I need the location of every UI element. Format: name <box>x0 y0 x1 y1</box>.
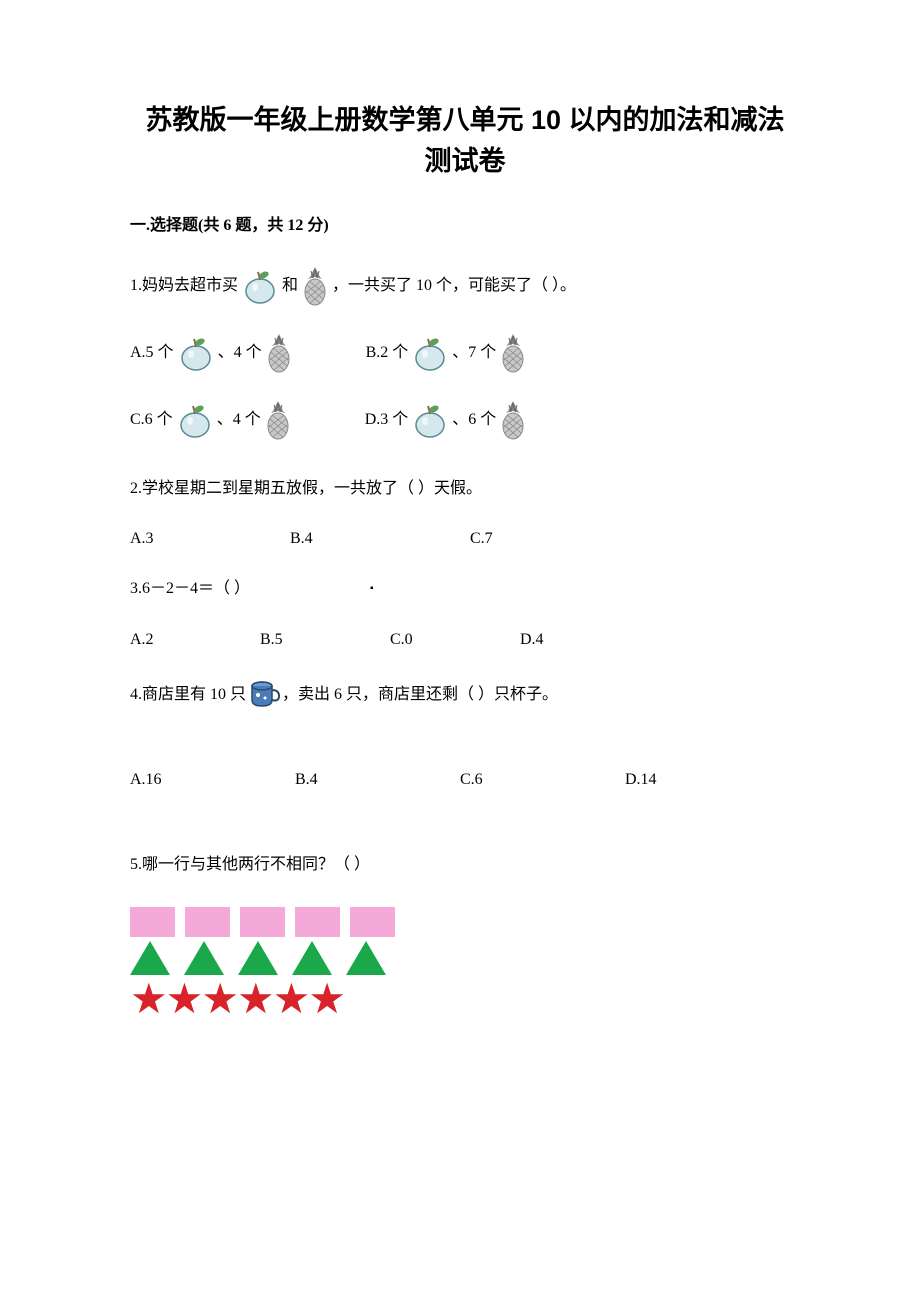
question-5: 5.哪一行与其他两行不相同？（ ） ★ ★ ★ ★ ★ ★ <box>130 847 800 1021</box>
pink-square <box>350 907 395 937</box>
question-1: 1.妈妈去超市买 和 ，一共买了 10 个，可能买了（ ）。 A.5 个 <box>130 265 800 441</box>
q2-stem: 2.学校星期二到星期五放假，一共放了（ ）天假。 <box>130 471 800 506</box>
shapes-figure: ★ ★ ★ ★ ★ ★ <box>130 907 800 1021</box>
q1-suffix: ，一共买了 10 个，可能买了（ ）。 <box>332 268 576 303</box>
green-triangle <box>292 941 332 975</box>
dot-marker: ▪ <box>370 578 378 600</box>
pink-square <box>240 907 285 937</box>
square-row <box>130 907 800 937</box>
opt-d-mid: 、6 个 <box>452 402 496 437</box>
q1-options-row2: C.6 个 、4 个 D.3 个 、6 个 <box>130 399 800 441</box>
q2-option-a: A.3 <box>130 521 290 556</box>
pineapple-icon <box>264 332 294 374</box>
apple-icon <box>176 334 216 372</box>
q3-option-a: A.2 <box>130 622 260 657</box>
green-triangle <box>184 941 224 975</box>
q4-prefix: 4.商店里有 10 只 <box>130 677 246 712</box>
q3-option-c: C.0 <box>390 622 520 657</box>
question-2: 2.学校星期二到星期五放假，一共放了（ ）天假。 A.3 B.4 C.7 <box>130 471 800 556</box>
q1-option-d: D.3 个 、6 个 <box>365 399 531 441</box>
opt-a-prefix: A.5 个 <box>130 335 174 370</box>
q4-stem: 4.商店里有 10 只 ，卖出 6 只，商店里还剩（ ）只杯子。 <box>130 677 800 712</box>
red-star: ★ <box>308 979 344 1021</box>
apple-icon <box>410 401 450 439</box>
question-4: 4.商店里有 10 只 ，卖出 6 只，商店里还剩（ ）只杯子。 A.16 B.… <box>130 677 800 797</box>
q1-options-row1: A.5 个 、4 个 B.2 个 、7 个 <box>130 332 800 374</box>
q4-option-b: B.4 <box>295 762 460 797</box>
opt-b-prefix: B.2 个 <box>366 335 409 370</box>
opt-d-prefix: D.3 个 <box>365 402 409 437</box>
red-star: ★ <box>273 979 309 1021</box>
star-row: ★ ★ ★ ★ ★ ★ <box>130 979 800 1021</box>
pineapple-icon <box>498 332 528 374</box>
green-triangle <box>130 941 170 975</box>
q4-option-c: C.6 <box>460 762 625 797</box>
pineapple-icon <box>263 399 293 441</box>
red-star: ★ <box>201 979 237 1021</box>
q1-option-b: B.2 个 、7 个 <box>366 332 531 374</box>
pink-square <box>185 907 230 937</box>
apple-icon <box>410 334 450 372</box>
green-triangle <box>238 941 278 975</box>
q3-option-d: D.4 <box>520 622 544 657</box>
document-title: 苏教版一年级上册数学第八单元 10 以内的加法和减法 测试卷 <box>130 100 800 181</box>
red-star: ★ <box>237 979 273 1021</box>
opt-c-prefix: C.6 个 <box>130 402 173 437</box>
opt-c-mid: 、4 个 <box>217 402 261 437</box>
apple-icon <box>175 401 215 439</box>
q2-option-c: C.7 <box>470 521 630 556</box>
red-star: ★ <box>166 979 202 1021</box>
q3-stem: 3.6－2－4＝（ ） <box>130 571 250 606</box>
question-3: 3.6－2－4＝（ ） ▪ A.2 B.5 C.0 D.4 <box>130 571 800 656</box>
q1-mid: 和 <box>282 268 298 303</box>
q1-prefix: 1.妈妈去超市买 <box>130 268 238 303</box>
green-triangle <box>346 941 386 975</box>
q1-stem: 1.妈妈去超市买 和 ，一共买了 10 个，可能买了（ ）。 <box>130 265 800 307</box>
triangle-row <box>130 941 800 975</box>
q2-option-b: B.4 <box>290 521 470 556</box>
opt-b-mid: 、7 个 <box>452 335 496 370</box>
pineapple-icon <box>498 399 528 441</box>
pineapple-icon <box>300 265 330 307</box>
red-star: ★ <box>130 979 166 1021</box>
apple-icon <box>240 267 280 305</box>
cup-icon <box>248 680 280 708</box>
q1-option-a: A.5 个 、4 个 <box>130 332 296 374</box>
q4-suffix: ，卖出 6 只，商店里还剩（ ）只杯子。 <box>282 677 558 712</box>
section-header: 一.选择题(共 6 题，共 12 分) <box>130 211 800 235</box>
q4-option-d: D.14 <box>625 762 657 797</box>
q5-stem: 5.哪一行与其他两行不相同？（ ） <box>130 847 800 882</box>
q1-option-c: C.6 个 、4 个 <box>130 399 295 441</box>
pink-square <box>295 907 340 937</box>
q4-option-a: A.16 <box>130 762 295 797</box>
pink-square <box>130 907 175 937</box>
q3-option-b: B.5 <box>260 622 390 657</box>
opt-a-mid: 、4 个 <box>218 335 262 370</box>
